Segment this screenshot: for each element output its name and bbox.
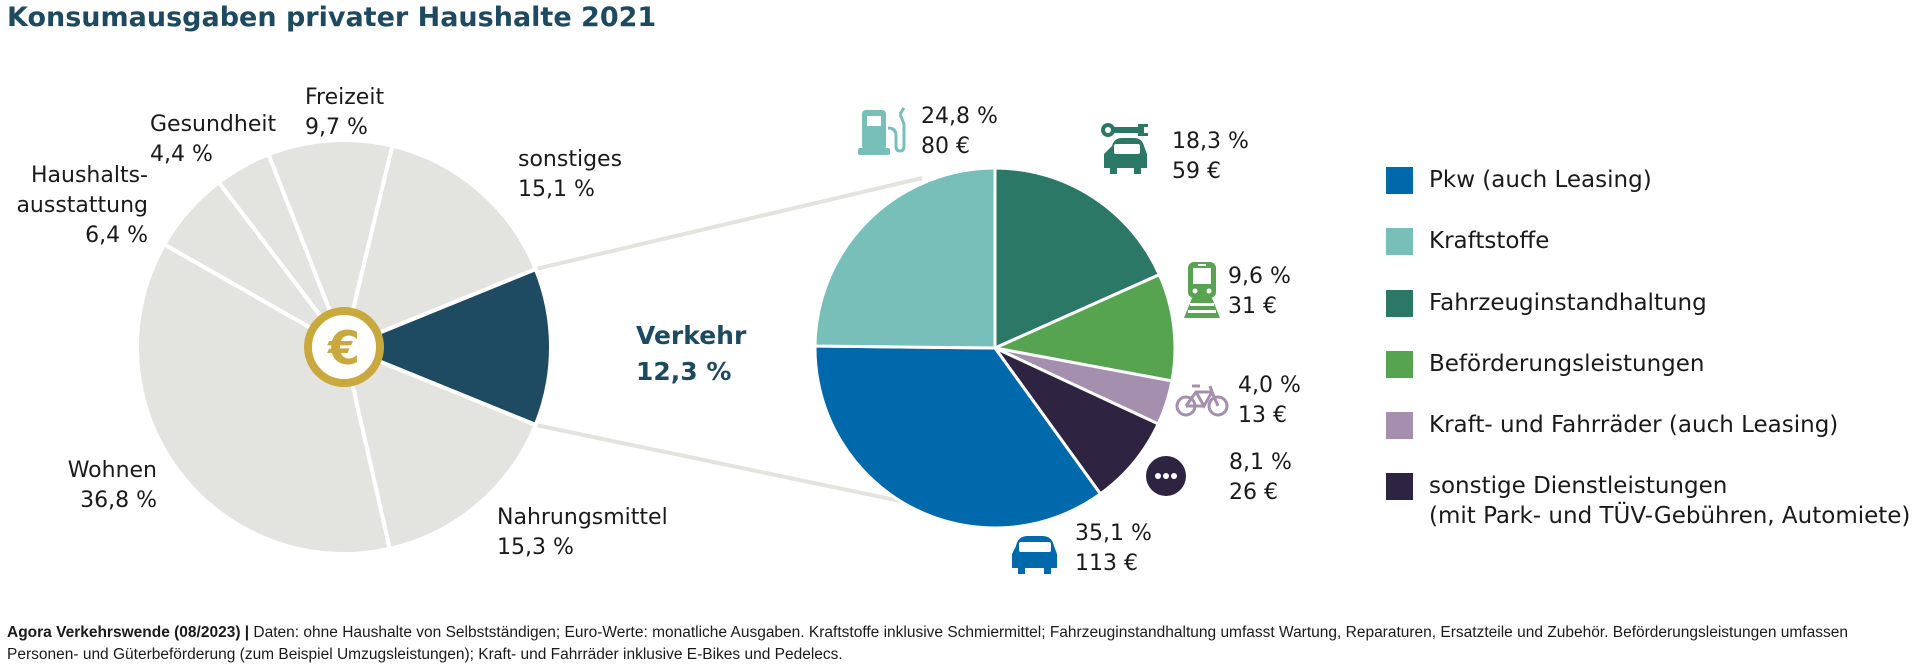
pie-slice-bef-rderungsleistungen (993, 273, 1177, 383)
slice-euro: 80 € (921, 134, 970, 159)
slice-value: 36,8 % (80, 488, 157, 513)
legend-item-kraftstoffe: Kraftstoffe (1386, 228, 1549, 256)
main-pie (135, 138, 553, 556)
pie-slice-sonstige-dienstleistungen-mit-park-und-t-v-geb-hren-automiete (993, 346, 1160, 496)
slice-label-wohnen: Wohnen 36,8 % (68, 456, 157, 516)
legend-label-line2: (mit Park- und TÜV-Gebühren, Automiete) (1429, 503, 1911, 529)
source-footer: Agora Verkehrswende (08/2023) | Daten: o… (7, 622, 1912, 666)
pie-slice-pkw-auch-leasing (813, 344, 1102, 530)
slice-percent: 8,1 % (1229, 450, 1292, 475)
verkehr-name: Verkehr (636, 321, 747, 350)
legend-item-befoerderungsleistungen: Beförderungsleistungen (1386, 351, 1705, 379)
train-icon (1184, 262, 1220, 318)
car-icon (1012, 536, 1057, 574)
slice-label-freizeit: Freizeit 9,7 % (305, 83, 384, 143)
legend-label-line1: sonstige Dienstleistungen (1429, 473, 1728, 499)
legend-item-pkw: Pkw (auch Leasing) (1386, 167, 1652, 195)
legend-swatch (1386, 290, 1413, 317)
legend-label: Pkw (auch Leasing) (1429, 167, 1652, 193)
connector-lines (535, 176, 923, 504)
legend-label: Kraftstoffe (1429, 228, 1550, 254)
pie-slice-fahrzeuginstandhaltung (993, 166, 1161, 350)
slice-euro: 59 € (1172, 159, 1221, 184)
euro-coin-icon: € (304, 307, 384, 387)
slice-value: 9,7 % (305, 115, 368, 140)
slice-value: 4,4 % (150, 142, 213, 167)
slice-value: 15,3 % (497, 535, 574, 560)
legend-item-kraft-fahrraeder: Kraft- und Fahrräder (auch Leasing) (1386, 412, 1838, 440)
pie-slice-kraftstoffe (813, 166, 997, 350)
slice-value: 6,4 % (85, 223, 148, 248)
slice-label-fahrzeuginstandhaltung: 18,3 % 59 € (1172, 127, 1249, 187)
slice-name-line1: Haushalts- (31, 163, 148, 188)
slice-label-sonstiges: sonstiges 15,1 % (518, 145, 622, 205)
slice-percent: 9,6 % (1228, 264, 1291, 289)
slice-label-kraft-fahrraeder: 4,0 % 13 € (1238, 371, 1301, 431)
verkehr-label: Verkehr 12,3 % (636, 318, 746, 390)
slice-percent: 35,1 % (1075, 521, 1152, 546)
slice-label-sonstige-dienstleistungen: 8,1 % 26 € (1229, 448, 1292, 508)
slice-name: Gesundheit (150, 112, 277, 137)
slice-name: Wohnen (67, 458, 157, 483)
source-credit: Agora Verkehrswende (08/2023) | (7, 624, 250, 641)
legend-label: sonstige Dienstleistungen (mit Park- und… (1429, 471, 1910, 531)
connector-line-bottom (535, 423, 906, 504)
slice-euro: 113 € (1075, 551, 1138, 576)
legend-swatch (1386, 167, 1413, 194)
legend-item-sonstige-dienstleistungen: sonstige Dienstleistungen (mit Park- und… (1386, 473, 1910, 531)
verkehr-pie (813, 166, 1177, 530)
more-dots-icon (1146, 456, 1186, 496)
slice-name: Freizeit (305, 85, 385, 110)
legend-swatch (1386, 473, 1413, 500)
bicycle-icon (1175, 384, 1229, 417)
slice-label-haushaltsausstattung: Haushalts- ausstattung 6,4 % (16, 161, 148, 251)
legend-swatch (1386, 228, 1413, 255)
slice-percent: 24,8 % (921, 104, 998, 129)
fuel-pump-icon (858, 107, 906, 155)
car-repair-icon (1101, 123, 1148, 174)
legend-label: Kraft- und Fahrräder (auch Leasing) (1429, 412, 1839, 438)
slice-euro: 26 € (1229, 480, 1278, 505)
connector-line-top (535, 176, 923, 271)
slice-percent: 18,3 % (1172, 129, 1249, 154)
legend-swatch (1386, 351, 1413, 378)
slice-name: sonstiges (518, 147, 623, 172)
chart-canvas: € (135, 107, 1229, 574)
pie-slice-freizeit (266, 138, 395, 349)
pie-slice-nahrungsmittel (342, 345, 538, 551)
slice-euro: 13 € (1238, 403, 1287, 428)
legend-label: Beförderungsleistungen (1429, 351, 1705, 377)
slice-name-line2: ausstattung (16, 193, 148, 218)
slice-label-befoerderungsleistungen: 9,6 % 31 € (1228, 262, 1291, 322)
slice-name: Nahrungsmittel (497, 505, 668, 530)
verkehr-value: 12,3 % (636, 357, 732, 386)
chart-title: Konsumausgaben privater Haushalte 2021 (7, 2, 657, 33)
slice-label-kraftstoffe: 24,8 % 80 € (921, 102, 998, 162)
slice-label-gesundheit: Gesundheit 4,4 % (150, 110, 276, 170)
pie-slice-sonstiges (342, 143, 538, 349)
legend-item-fahrzeuginstandhaltung: Fahrzeuginstandhaltung (1386, 290, 1707, 318)
slice-label-pkw: 35,1 % 113 € (1075, 519, 1152, 579)
slice-euro: 31 € (1228, 294, 1277, 319)
legend-swatch (1386, 412, 1413, 439)
svg-text:€: € (327, 321, 360, 375)
legend-label: Fahrzeuginstandhaltung (1429, 290, 1707, 316)
slice-value: 15,1 % (518, 177, 595, 202)
slice-label-nahrungsmittel: Nahrungsmittel 15,3 % (497, 503, 668, 563)
pie-slice-wohnen (135, 242, 392, 556)
slice-percent: 4,0 % (1238, 373, 1301, 398)
pie-slice-verkehr (342, 266, 553, 428)
footer-note: Daten: ohne Haushalte von Selbstständige… (7, 624, 1848, 663)
